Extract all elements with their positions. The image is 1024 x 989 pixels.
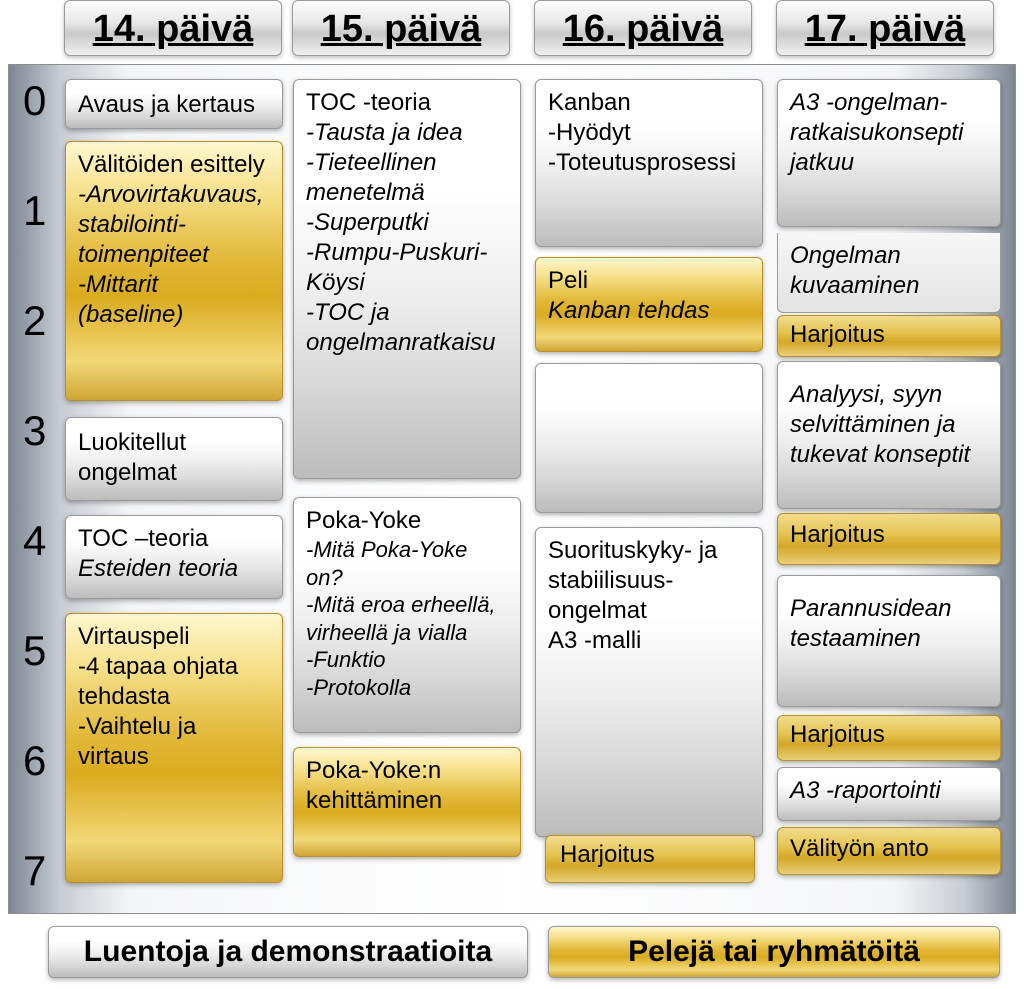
card-sub: Esteiden teoria (78, 554, 270, 584)
card-title: Kanban (548, 88, 750, 118)
card-line: -Mitä eroa erheellä, virheellä ja vialla (306, 591, 508, 646)
card-luokitellut: Luokitellut ongelmat (65, 417, 283, 501)
card-sub: A3 -malli (548, 626, 750, 656)
card-suorituskyky: Suorituskyky- ja stabiilisuus-ongelmat A… (535, 527, 763, 837)
card-blank-16 (535, 363, 763, 513)
card-title: Välitöiden esittely (78, 150, 270, 180)
card-harjoitus-17c: Harjoitus (777, 715, 1001, 761)
card-sub: Kanban tehdas (548, 296, 750, 326)
day-header-15: 15. päivä (292, 0, 510, 56)
card-line: -Rumpu-Puskuri-Köysi (306, 238, 508, 298)
hour-1: 1 (23, 187, 46, 235)
card-line: -Tieteellinen menetelmä (306, 148, 508, 208)
card-line: -4 tapaa ohjata tehdasta (78, 652, 270, 712)
card-title: Harjoitus (560, 841, 655, 868)
hour-4: 4 (23, 517, 46, 565)
hour-7: 7 (23, 847, 46, 895)
card-harjoitus-17a: Harjoitus (777, 315, 1001, 357)
card-title: Peli (548, 266, 750, 296)
card-virtauspeli: Virtauspeli -4 tapaa ohjata tehdasta -Va… (65, 613, 283, 883)
legend-label: Pelejä tai ryhmätöitä (628, 935, 920, 969)
card-line: -Mitä Poka-Yoke on? (306, 536, 508, 591)
card-a3-raportointi: A3 -raportointi (777, 767, 1001, 821)
card-title: Välityön anto (790, 835, 929, 862)
hour-5: 5 (23, 627, 46, 675)
card-line: -TOC ja ongelmanratkaisu (306, 298, 508, 358)
day-header-16: 16. päivä (534, 0, 752, 56)
card-line: -Mittarit (baseline) (78, 270, 270, 330)
legend-games: Pelejä tai ryhmätöitä (548, 926, 1000, 978)
card-title: TOC -teoria (306, 88, 508, 118)
card-title: TOC –teoria (78, 524, 270, 554)
card-valityon-anto: Välityön anto (777, 827, 1001, 875)
card-harjoitus-17b: Harjoitus (777, 513, 1001, 565)
card-parannus: Parannusidean testaaminen (777, 575, 1001, 707)
card-kanban: Kanban -Hyödyt -Toteutusprosessi (535, 79, 763, 247)
card-pokayoke-keh: Poka-Yoke:n kehittäminen (293, 747, 521, 857)
card-line: -Superputki (306, 208, 508, 238)
card-title: Harjoitus (790, 721, 885, 748)
day-header-14: 14. päivä (64, 0, 282, 56)
card-line: -Hyödyt (548, 118, 750, 148)
card-line: -Toteutusprosessi (548, 148, 750, 178)
card-line: -Tausta ja idea (306, 118, 508, 148)
card-valitoiden: Välitöiden esittely -Arvovirtakuvaus, st… (65, 141, 283, 401)
card-a3-ongelman: A3 -ongelman-ratkaisukonsepti jatkuu (777, 79, 1001, 227)
card-pokayoke: Poka-Yoke -Mitä Poka-Yoke on? -Mitä eroa… (293, 497, 521, 733)
card-ongelman-kuv: Ongelman kuvaaminen (777, 233, 1001, 313)
card-line: -Protokolla (306, 674, 508, 702)
card-peli-kanban: Peli Kanban tehdas (535, 257, 763, 352)
card-title: Harjoitus (790, 321, 885, 348)
card-line: -Arvovirtakuvaus, stabilointi-toimenpite… (78, 180, 270, 270)
card-title: Avaus ja kertaus (78, 91, 255, 118)
card-toc-teoria: TOC -teoria -Tausta ja idea -Tieteelline… (293, 79, 521, 479)
card-avaus: Avaus ja kertaus (65, 79, 283, 129)
card-title: A3 -raportointi (790, 777, 941, 804)
hour-6: 6 (23, 737, 46, 785)
card-analyysi: Analyysi, syyn selvittäminen ja tukevat … (777, 361, 1001, 509)
card-title: A3 -ongelman-ratkaisukonsepti jatkuu (790, 88, 988, 178)
card-line: -Funktio (306, 646, 508, 674)
card-title: Analyysi, syyn selvittäminen ja tukevat … (790, 380, 988, 470)
card-line: -Vaihtelu ja virtaus (78, 712, 270, 772)
card-harjoitus-16: Harjoitus (545, 835, 755, 883)
hour-0: 0 (23, 77, 46, 125)
day-header-17: 17. päivä (776, 0, 994, 56)
hour-2: 2 (23, 297, 46, 345)
card-title: Ongelman kuvaaminen (790, 241, 988, 301)
card-toc-teoria-2: TOC –teoria Esteiden teoria (65, 515, 283, 599)
schedule-board: 0 1 2 3 4 5 6 7 Avaus ja kertaus Välitöi… (8, 64, 1016, 914)
hour-3: 3 (23, 407, 46, 455)
card-title: Parannusidean testaaminen (790, 594, 988, 654)
card-title: Luokitellut ongelmat (78, 429, 186, 486)
card-title: Poka-Yoke:n kehittäminen (306, 756, 508, 816)
legend-label: Luentoja ja demonstraatioita (84, 935, 492, 969)
legend-lectures: Luentoja ja demonstraatioita (48, 926, 528, 978)
card-title: Poka-Yoke (306, 506, 508, 536)
card-title: Harjoitus (790, 521, 885, 548)
card-title: Suorituskyky- ja stabiilisuus-ongelmat (548, 536, 750, 626)
card-title: Virtauspeli (78, 622, 270, 652)
